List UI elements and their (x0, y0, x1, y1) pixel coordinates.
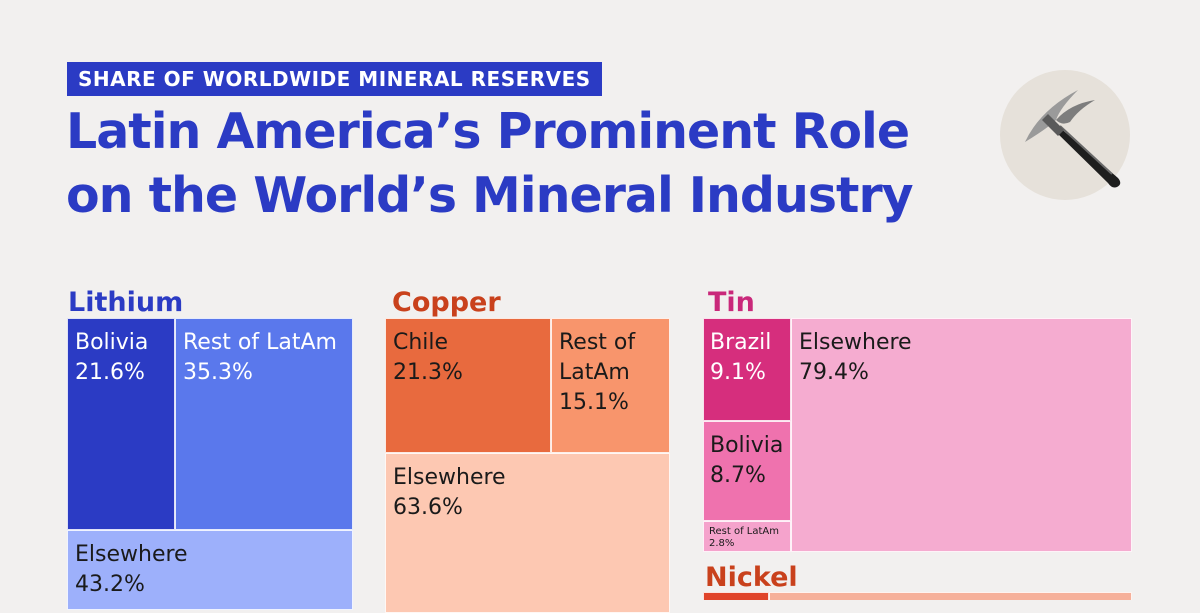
tile-value: 15.1% (559, 390, 629, 415)
copper-label: Copper (392, 287, 501, 318)
tin-brazil-tile: Brazil 9.1% (703, 318, 791, 421)
copper-chile-tile: Chile 21.3% (385, 318, 551, 453)
nickel-tile-1 (703, 592, 769, 600)
nickel-label: Nickel (705, 562, 798, 593)
tile-label: Rest of LatAm (183, 330, 337, 355)
tile-value: 2.8% (709, 538, 735, 549)
tile-label-line-2: LatAm (559, 360, 630, 385)
tile-value: 8.7% (710, 463, 766, 488)
tile-value: 79.4% (799, 360, 869, 385)
tile-label-line-1: Rest of (559, 330, 636, 355)
tile-value: 35.3% (183, 360, 253, 385)
tile-value: 43.2% (75, 572, 145, 597)
copper-elsewhere-tile: Elsewhere 63.6% (385, 453, 670, 613)
tin-bolivia-tile: Bolivia 8.7% (703, 421, 791, 521)
tile-value: 21.6% (75, 360, 145, 385)
lithium-rest-of-latam-tile: Rest of LatAm 35.3% (175, 318, 353, 530)
lithium-elsewhere-tile: Elsewhere 43.2% (67, 530, 353, 610)
tin-label: Tin (708, 287, 755, 318)
chart-title: Latin America’s Prominent Role on the Wo… (66, 100, 914, 228)
tile-value: 63.6% (393, 495, 463, 520)
nickel-tile-2 (769, 592, 1132, 600)
tin-elsewhere-tile: Elsewhere 79.4% (791, 318, 1132, 552)
lithium-label: Lithium (68, 287, 184, 318)
lithium-bolivia-tile: Bolivia 21.6% (67, 318, 175, 530)
tile-label: Elsewhere (75, 542, 188, 567)
tile-label: Bolivia (75, 330, 149, 355)
chart-kicker: SHARE OF WORLDWIDE MINERAL RESERVES (67, 62, 602, 96)
chart-title-line-2: on the World’s Mineral Industry (66, 167, 914, 224)
tile-value: 9.1% (710, 360, 766, 385)
pickaxe-icon-badge (1000, 70, 1130, 200)
tile-label: Chile (393, 330, 449, 355)
tile-label: Elsewhere (393, 465, 506, 490)
chart-title-line-1: Latin America’s Prominent Role (66, 103, 910, 160)
tin-rest-of-latam-tile: Rest of LatAm 2.8% (703, 521, 791, 552)
tile-value: 21.3% (393, 360, 463, 385)
tile-label: Bolivia (710, 433, 784, 458)
copper-rest-of-latam-tile: Rest of LatAm 15.1% (551, 318, 670, 453)
tile-label: Brazil (710, 330, 772, 355)
tile-label: Rest of LatAm (709, 526, 779, 537)
pickaxe-icon (1025, 90, 1121, 188)
tile-label: Elsewhere (799, 330, 912, 355)
